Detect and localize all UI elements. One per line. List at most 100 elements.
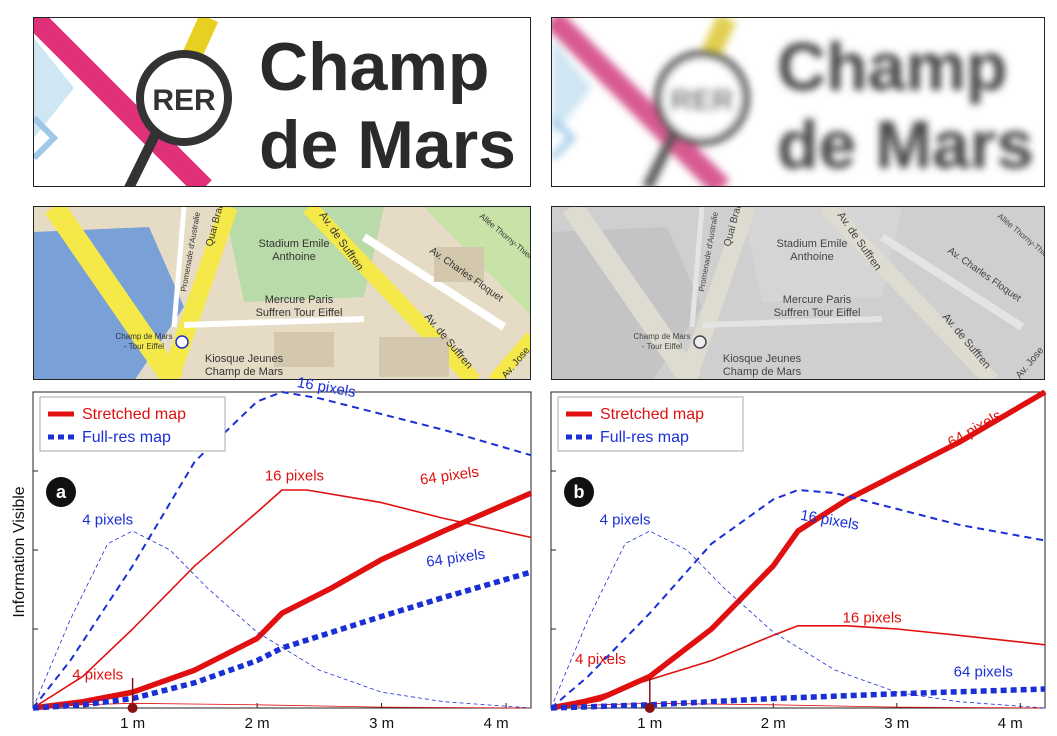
label-kiosque-1: Kiosque Jeunes: [723, 353, 802, 365]
label-stadium-1: Stadium Emile: [259, 238, 330, 250]
legend-box: [557, 396, 744, 452]
x-tick-label: 4 m: [998, 715, 1023, 732]
legend-box: [39, 396, 226, 452]
station-name-line1: Champ: [259, 29, 489, 105]
panel-badge: [46, 477, 76, 507]
marker-point: [644, 703, 655, 713]
plot-frame: [550, 391, 1046, 709]
rer-station-icon: [693, 335, 707, 349]
road-floquet: [879, 233, 1025, 331]
stretched-label-zoom-image: RER Champ de Mars: [34, 18, 530, 186]
station-name-line2: de Mars: [777, 107, 1034, 183]
road-crossing: [701, 316, 883, 328]
road-chevron: [34, 115, 59, 161]
series-line: [32, 490, 533, 711]
x-tick-label: 2 m: [761, 715, 786, 732]
series-label: 64 pixels: [419, 463, 480, 488]
fullres-map-image: Stadium Emile Anthoine Mercure Paris Suf…: [552, 207, 1044, 379]
series-label: 64 pixels: [945, 407, 1005, 451]
park-area: [224, 207, 384, 302]
series-label: 4 pixels: [600, 512, 651, 529]
panel-badge-label: b: [574, 482, 585, 502]
park-area: [742, 207, 902, 302]
label-station-2: - Tour Eiffel: [124, 342, 164, 351]
plot-frame: [32, 391, 532, 709]
panel-badge: [564, 477, 594, 507]
road-quai-branly: [160, 207, 238, 379]
building-blocks: [274, 247, 484, 377]
x-tick-label: 3 m: [369, 715, 394, 732]
road-quai: [44, 207, 184, 379]
stretched-map-panel: Stadium Emile Anthoine Mercure Paris Suf…: [33, 206, 531, 380]
label-stadium-2: Anthoine: [790, 251, 833, 263]
series-label: 16 pixels: [799, 507, 860, 534]
road-jose: [488, 332, 530, 379]
road-quai-branly: [678, 207, 756, 379]
road-promenade: [171, 207, 187, 328]
rer-label: RER: [152, 84, 216, 117]
x-tick-label: 3 m: [884, 715, 909, 732]
chart-b: 1 m 2 m 3 m 4 m 64 pixels 16 pixels 4 pixels 64…: [550, 389, 1047, 732]
series-label: 64 pixels: [425, 546, 486, 571]
station-name-line2: de Mars: [259, 107, 516, 183]
label-kiosque-1: Kiosque Jeunes: [205, 353, 284, 365]
label-station-2: - Tour Eiffel: [642, 342, 682, 351]
series-line: [550, 702, 1046, 709]
water-patch: [552, 38, 592, 138]
x-tick-label: 1 m: [120, 715, 145, 732]
series-label: 4 pixels: [575, 651, 626, 668]
road-crossing: [183, 316, 365, 328]
series-line: [550, 530, 1046, 709]
legend-label-stretched: Stretched map: [600, 406, 704, 423]
metro-line-pink: [552, 18, 730, 186]
rer-station-icon: [654, 50, 750, 146]
series-line: [550, 686, 1046, 711]
legend-label-stretched: Stretched map: [82, 406, 186, 423]
series-line: [32, 569, 532, 711]
panel-badge-label: a: [56, 482, 67, 502]
road-chevron: [552, 115, 577, 161]
series-label: 16 pixels: [842, 610, 901, 627]
label-mercure-1: Mercure Paris: [265, 294, 334, 306]
label-mercure-2: Suffren Tour Eiffel: [774, 307, 861, 319]
chart-a: 1 m 2 m 3 m 4 m 64 pixels 16 pixels 4 pixels 64…: [32, 374, 533, 732]
series-line: [32, 530, 532, 709]
series-label: 4 pixels: [72, 667, 123, 684]
label-stadium-1: Stadium Emile: [777, 238, 848, 250]
series-label: 4 pixels: [82, 512, 133, 529]
series-line: [32, 702, 532, 709]
label-kiosque-2: Champ de Mars: [723, 366, 802, 378]
road-quai: [562, 207, 702, 379]
series-label: 64 pixels: [954, 663, 1013, 680]
fullres-label-zoom-image: RER Champ de Mars: [552, 18, 1044, 186]
series-line: [32, 391, 532, 709]
stretched-map-image: Stadium Emile Anthoine Mercure Paris Suf…: [34, 207, 530, 379]
y-axis-label: Information Visible: [11, 486, 28, 617]
road-suffren: [821, 207, 998, 379]
series-line: [550, 489, 1046, 709]
station-name-line1: Champ: [777, 29, 1007, 105]
rer-station-icon: [175, 335, 189, 349]
label-mercure-2: Suffren Tour Eiffel: [256, 307, 343, 319]
series-line: [550, 625, 1046, 709]
stretched-label-zoom-panel: RER Champ de Mars: [33, 17, 531, 187]
series-label: 16 pixels: [265, 467, 324, 484]
rer-station-icon: [136, 50, 232, 146]
legend-label-fullres: Full-res map: [600, 429, 689, 446]
x-tick-label: 1 m: [637, 715, 662, 732]
label-station-1: Champ de Mars: [116, 332, 173, 341]
fullres-label-zoom-panel: RER Champ de Mars: [551, 17, 1045, 187]
label-stadium-2: Anthoine: [272, 251, 315, 263]
rer-station-stem: [642, 130, 679, 186]
label-mercure-1: Mercure Paris: [783, 294, 852, 306]
rer-station-stem: [124, 130, 161, 186]
water-patch: [34, 38, 74, 138]
label-kiosque-2: Champ de Mars: [205, 366, 284, 378]
metro-line-pink: [34, 18, 212, 186]
label-station-1: Champ de Mars: [634, 332, 691, 341]
series-line: [550, 389, 1047, 711]
series-line: [32, 489, 532, 709]
marker-point: [127, 703, 138, 713]
fullres-map-panel: Stadium Emile Anthoine Mercure Paris Suf…: [551, 206, 1045, 380]
rer-label: RER: [670, 84, 734, 117]
